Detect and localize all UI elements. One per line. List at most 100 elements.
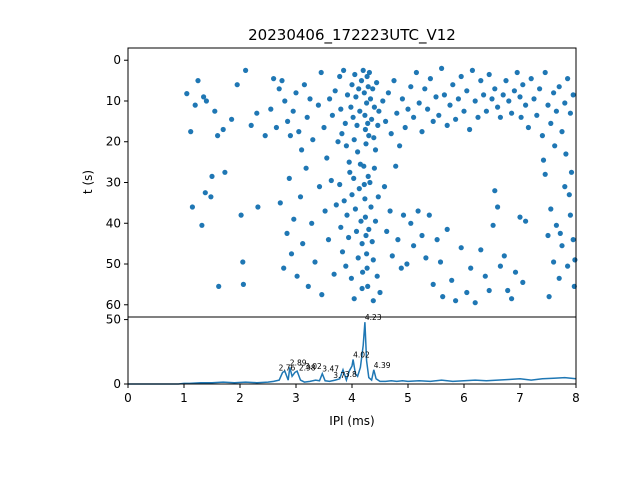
scatter-point [490, 222, 496, 228]
scatter-point [293, 90, 299, 96]
scatter-point [301, 82, 307, 88]
scatter-point [316, 184, 323, 190]
scatter-point [279, 78, 285, 84]
scatter-point [388, 131, 394, 137]
scatter-point [346, 159, 352, 165]
scatter-point [361, 163, 367, 169]
scatter-point [565, 263, 571, 269]
scatter-point [216, 283, 222, 289]
scatter-point [509, 296, 515, 302]
scatter-point [559, 129, 565, 135]
scatter-point [486, 71, 492, 78]
scatter-point [209, 173, 215, 179]
scatter-point [389, 253, 395, 259]
scatter-point [350, 114, 356, 120]
scatter-point [570, 92, 576, 98]
scatter-point [366, 133, 372, 139]
scatter-point [319, 292, 325, 298]
scatter-point [362, 196, 368, 202]
scatter-point [408, 220, 414, 226]
scatter-point [310, 137, 316, 143]
scatter-point [433, 94, 439, 100]
scatter-point [391, 78, 397, 84]
scatter-point [369, 239, 375, 245]
scatter-point [281, 265, 287, 271]
scatter-point [458, 73, 464, 80]
scatter-point [359, 285, 365, 292]
scatter-point [497, 263, 503, 269]
scatter-point [440, 294, 446, 300]
histogram-line [128, 322, 577, 385]
scatter-point [546, 294, 552, 300]
scatter-point [324, 155, 330, 161]
scatter-point [387, 208, 393, 214]
scatter-point [472, 300, 478, 306]
scatter-point [294, 273, 300, 279]
peak-label: 4.02 [353, 351, 370, 360]
scatter-point [307, 96, 313, 102]
scatter-point [381, 184, 388, 190]
scatter-point [464, 289, 470, 296]
scatter-point [475, 114, 481, 120]
scatter-point [469, 67, 475, 73]
scatter-point [358, 78, 365, 84]
y-tick-label: 40 [106, 216, 121, 230]
scatter-point [405, 106, 411, 112]
scatter-point [517, 94, 523, 100]
scatter-point [304, 114, 310, 120]
scatter-point [380, 98, 386, 104]
scatter-point [562, 100, 568, 106]
scatter-point [453, 298, 459, 304]
scatter-point [364, 100, 370, 106]
scatter-point [348, 104, 354, 110]
scatter-point [537, 86, 543, 92]
scatter-point [439, 65, 445, 71]
peak-label: 3.02 [305, 362, 322, 371]
scatter-point [408, 84, 414, 90]
scatter-point [548, 120, 554, 126]
scatter-point [300, 241, 306, 247]
scatter-point [427, 76, 433, 82]
scatter-point [356, 186, 362, 192]
scatter-point [327, 96, 333, 102]
scatter-point [355, 149, 361, 155]
scatter-point [464, 88, 470, 94]
scatter-point [354, 122, 360, 128]
x-tick-label: 7 [516, 391, 524, 405]
scatter-point [523, 218, 529, 224]
scatter-point [500, 92, 506, 98]
scatter-point [338, 224, 344, 230]
scatter-point [557, 230, 563, 236]
scatter-point [356, 86, 362, 92]
scatter-point [534, 112, 540, 118]
scatter-point [372, 147, 379, 153]
scatter-point [567, 110, 574, 116]
y-tick-label: 60 [106, 298, 121, 312]
scatter-point [415, 208, 421, 214]
scatter-point [322, 208, 328, 214]
scatter-point [341, 198, 347, 204]
scatter-point [556, 84, 562, 90]
scatter-point [458, 245, 464, 251]
scatter-point [291, 216, 297, 222]
scatter-point [514, 69, 520, 76]
scatter-point [523, 102, 529, 108]
scatter-point [332, 88, 338, 94]
scatter-point [359, 241, 365, 247]
scatter-point [437, 259, 444, 265]
scatter-point [338, 106, 344, 112]
scatter-point [397, 143, 403, 149]
scatter-point [287, 133, 293, 139]
scatter-point [297, 194, 304, 200]
scatter-point [364, 73, 370, 80]
scatter-point [542, 171, 548, 177]
scatter-point [413, 69, 419, 76]
peak-label: 2.98 [299, 363, 316, 372]
scatter-point [357, 108, 363, 114]
scatter-point [255, 204, 261, 210]
scatter-point [395, 237, 401, 243]
scatter-point [364, 251, 370, 257]
scatter-y-ticks: 0 10 20 30 40 50 60 [106, 53, 128, 312]
chart-title: 20230406_172223UTC_V12 [248, 26, 456, 45]
